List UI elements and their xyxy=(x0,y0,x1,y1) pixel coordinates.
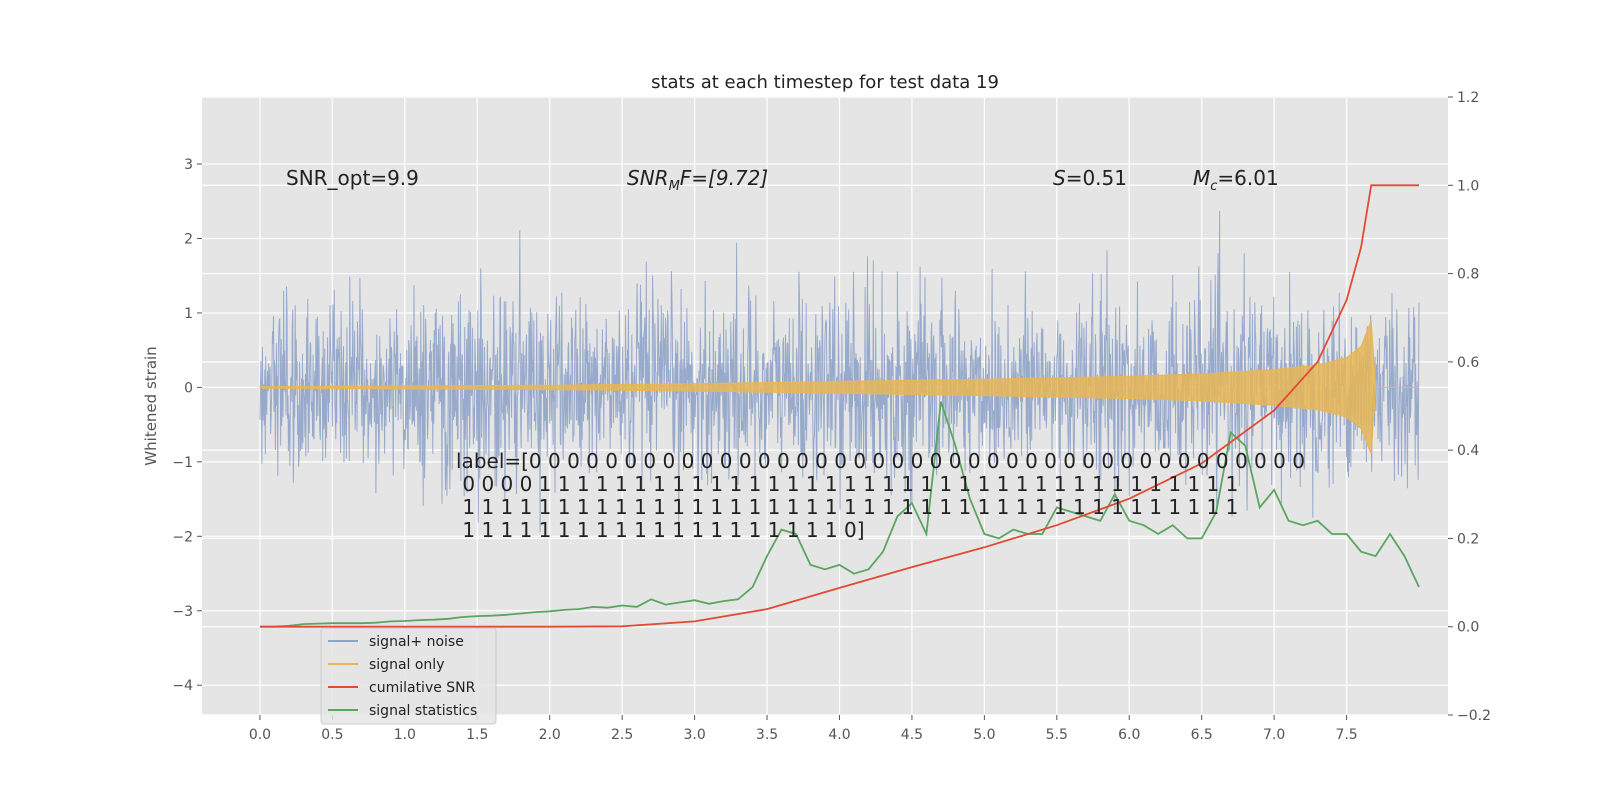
legend-box xyxy=(320,627,497,725)
label-line: 1 1 1 1 1 1 1 1 1 1 1 1 1 1 1 1 1 1 1 1 … xyxy=(456,518,865,542)
y-tick-label: −2 xyxy=(172,529,193,545)
right-y-tick-label: 0.4 xyxy=(1457,443,1479,459)
x-tick-label: 7.5 xyxy=(1335,727,1357,743)
legend: signal+ noise signal only cumilative SNR… xyxy=(320,627,497,725)
legend-label: signal+ noise xyxy=(369,634,464,650)
legend-label: signal statistics xyxy=(369,703,477,719)
y-tick-label: −3 xyxy=(172,604,193,620)
label-line: 1 1 1 1 1 1 1 1 1 1 1 1 1 1 1 1 1 1 1 1 … xyxy=(456,495,1238,519)
x-tick-label: 2.0 xyxy=(539,727,561,743)
label-line: 0 0 0 0 1 1 1 1 1 1 1 1 1 1 1 1 1 1 1 1 … xyxy=(456,472,1238,496)
right-y-tick-label: 0.6 xyxy=(1457,355,1479,371)
x-tick-label: 3.0 xyxy=(683,727,705,743)
x-tick-label: 5.0 xyxy=(973,727,995,743)
right-y-tick-label: 1.0 xyxy=(1457,178,1479,194)
signal-only-envelope xyxy=(259,320,1419,455)
x-tick-label: 6.5 xyxy=(1191,727,1213,743)
y-axis-label: Whitened strain xyxy=(142,346,160,465)
label-annotation: label=[0 0 0 0 0 0 0 0 0 0 0 0 0 0 0 0 0… xyxy=(456,449,1305,542)
x-tick-label: 4.5 xyxy=(901,727,923,743)
snr-mf-annotation: SNRMF=[9.72] xyxy=(627,166,768,194)
signal-plus-noise-line xyxy=(259,210,1420,533)
x-tick-label: 2.5 xyxy=(611,727,633,743)
x-tick-label: 1.5 xyxy=(466,727,488,743)
right-y-tick-label: 0.8 xyxy=(1457,267,1479,283)
x-tick-label: 0.5 xyxy=(321,727,343,743)
x-tick-label: 5.5 xyxy=(1046,727,1068,743)
y-tick-label: 2 xyxy=(184,231,193,247)
legend-label: signal only xyxy=(369,657,444,673)
y-tick-label: −1 xyxy=(172,455,193,471)
right-y-tick-label: −0.2 xyxy=(1457,708,1491,724)
x-tick-label: 7.0 xyxy=(1263,727,1285,743)
right-y-tick-label: 0.0 xyxy=(1457,620,1479,636)
s-annotation: S=0.51 xyxy=(1053,166,1127,190)
cumulative-snr-line xyxy=(260,184,1419,628)
chart-title: stats at each timestep for test data 19 xyxy=(651,72,999,93)
signal-plus-noise-trace xyxy=(259,210,1420,533)
x-axis-ticks: 0.0 0.5 1.0 1.5 2.0 2.5 3.0 3.5 4.0 4.5 5.0 5.5 6.0 6… xyxy=(249,715,1358,743)
x-tick-label: 0.0 xyxy=(249,727,271,743)
x-tick-label: 6.0 xyxy=(1118,727,1140,743)
x-tick-label: 3.5 xyxy=(756,727,778,743)
right-axis-series xyxy=(260,184,1420,628)
signal-statistics-line xyxy=(260,401,1420,628)
mc-annotation: Mc=6.01 xyxy=(1193,166,1279,194)
y-tick-label: −4 xyxy=(172,678,193,694)
legend-label: cumilative SNR xyxy=(369,680,476,696)
right-y-tick-label: 0.2 xyxy=(1457,531,1479,547)
y-tick-label: 3 xyxy=(184,157,193,173)
signal-only-trace xyxy=(259,320,1419,455)
y-axis-ticks: 3 2 1 0 −1 −2 −3 −4 xyxy=(172,157,202,694)
x-tick-label: 4.0 xyxy=(828,727,850,743)
right-y-tick-label: 1.2 xyxy=(1457,90,1479,106)
y-tick-label: 1 xyxy=(184,306,193,322)
right-y-axis-ticks: 1.2 1.0 0.8 0.6 0.4 0.2 0.0 −0.2 xyxy=(1448,90,1491,724)
y-tick-label: 0 xyxy=(184,380,193,396)
label-line: label=[0 0 0 0 0 0 0 0 0 0 0 0 0 0 0 0 0… xyxy=(456,449,1305,473)
snr-opt-annotation: SNR_opt=9.9 xyxy=(286,166,419,190)
x-tick-label: 1.0 xyxy=(394,727,416,743)
